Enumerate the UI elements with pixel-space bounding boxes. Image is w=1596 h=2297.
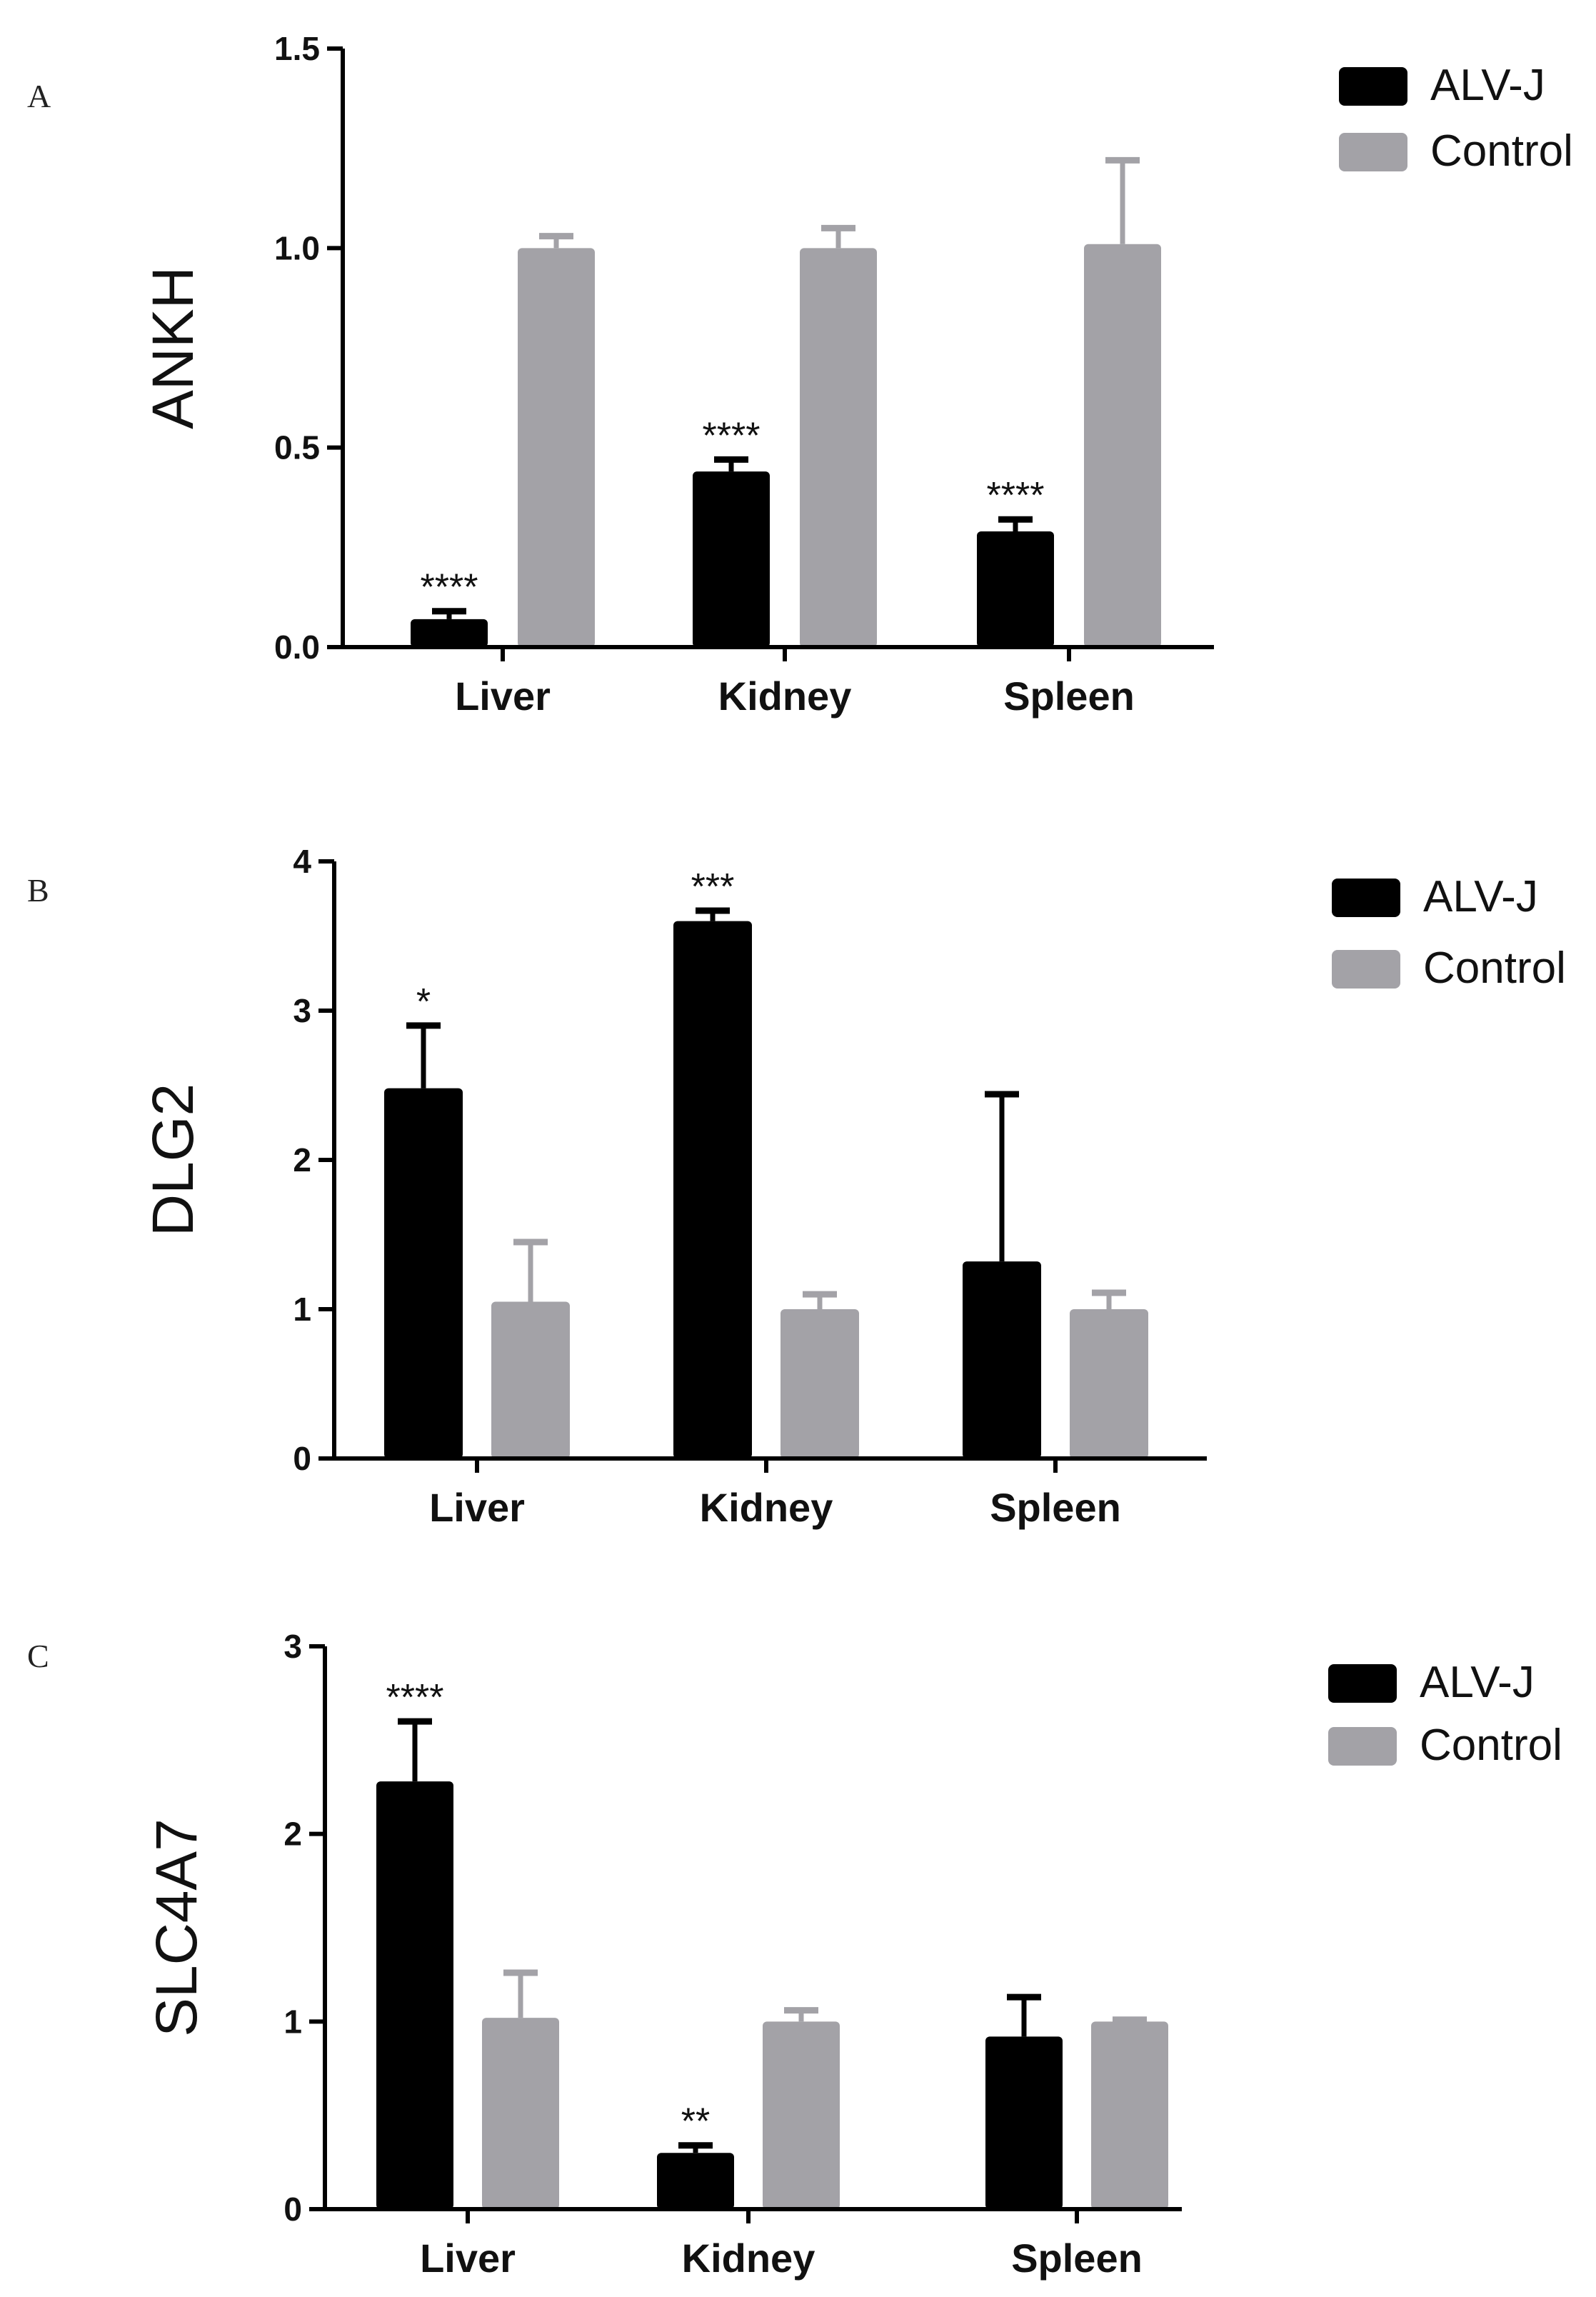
bar-control-liver [482,2018,559,2209]
bar-alv-j-kidney [657,2153,734,2209]
significance-label: * [416,981,431,1023]
legend-swatch-control [1332,950,1400,989]
y-tick-label: 2 [283,1816,302,1853]
y-tick-label: 4 [293,843,311,880]
y-tick-label: 3 [283,1628,302,1665]
panel-letter: B [27,872,49,909]
x-tick-label-spleen: Spleen [1011,2236,1143,2281]
legend-label-alv-j: ALV-J [1420,1658,1535,1707]
y-tick-label: 0.0 [274,629,320,666]
legend-swatch-control [1339,133,1407,171]
bar-alv-j-spleen [985,2036,1063,2209]
bar-control-liver [518,248,595,647]
legend-label-alv-j: ALV-J [1430,61,1545,110]
legend-swatch-control [1328,1727,1397,1766]
bar-control-kidney [800,248,877,647]
x-tick-label-spleen: Spleen [1003,674,1135,719]
y-axis-label: DLG2 [141,1084,206,1236]
legend-swatch-alv-j [1339,67,1407,106]
y-tick-label: 1.0 [274,229,320,266]
bar-alv-j-kidney [673,921,752,1458]
bar-alv-j-liver [411,619,488,647]
bar-control-spleen [1070,1309,1148,1458]
y-tick-label: 0 [293,1440,311,1477]
y-tick-label: 0 [283,2191,302,2228]
bar-control-spleen [1091,2021,1168,2209]
legend-label-control: Control [1430,126,1573,176]
x-tick-label-kidney: Kidney [700,1485,833,1530]
x-tick-label-spleen: Spleen [990,1485,1121,1530]
significance-label: **** [703,415,761,456]
x-tick-label-kidney: Kidney [718,674,852,719]
bar-control-kidney [781,1309,859,1458]
y-axis-label: ANKH [141,266,206,429]
legend-label-control: Control [1420,1721,1562,1770]
significance-label: **** [987,475,1045,516]
y-tick-label: 3 [293,992,311,1029]
significance-label: **** [386,1677,444,1718]
bar-alv-j-spleen [977,531,1054,647]
bar-alv-j-liver [376,1781,453,2209]
panel-letter: A [27,78,51,114]
bar-alv-j-liver [384,1088,463,1458]
bar-control-liver [491,1301,570,1458]
bar-alv-j-kidney [693,471,770,647]
legend-label-control: Control [1423,944,1566,993]
significance-label: ** [681,2101,710,2143]
legend-swatch-alv-j [1332,879,1400,917]
bar-control-spleen [1084,244,1161,647]
legend-label-alv-j: ALV-J [1423,872,1538,921]
y-tick-label: 1 [293,1291,311,1328]
y-tick-label: 0.5 [274,429,320,466]
x-tick-label-liver: Liver [420,2236,516,2281]
legend-swatch-alv-j [1328,1664,1397,1703]
x-tick-label-liver: Liver [429,1485,525,1530]
x-tick-label-liver: Liver [455,674,551,719]
significance-label: **** [421,567,478,609]
chart-panel-a: A ANKH **** **** **** 0.0 0.5 1.0 1.5 Liver Kidney… [27,30,1573,719]
significance-label: *** [691,866,735,908]
panel-letter: C [27,1638,49,1674]
x-tick-label-kidney: Kidney [682,2236,815,2281]
y-tick-label: 1 [283,2003,302,2040]
y-tick-label: 1.5 [274,30,320,67]
y-axis-label: SLC4A7 [144,1818,209,2036]
bar-alv-j-spleen [963,1261,1041,1458]
bar-control-kidney [763,2021,840,2209]
y-tick-label: 2 [293,1141,311,1178]
